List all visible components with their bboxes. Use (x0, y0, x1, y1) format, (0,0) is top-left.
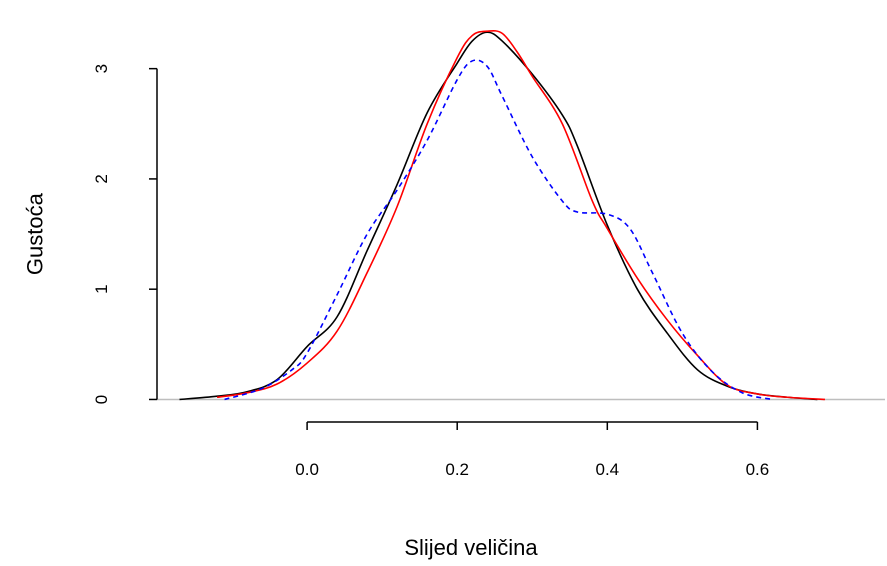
x-tick-label: 0.0 (295, 460, 319, 479)
y-tick-label: 2 (92, 174, 111, 183)
plot-lines (157, 29, 885, 401)
y-tick-label: 0 (92, 395, 111, 404)
x-axis-ticks: 0.0 0.2 0.4 0.6 (295, 422, 769, 479)
density-line-black (179, 31, 818, 401)
x-tick-label: 0.2 (445, 460, 469, 479)
density-line-blue (224, 59, 773, 401)
y-tick-label: 1 (92, 284, 111, 293)
y-axis-ticks: 0 1 2 3 (92, 64, 157, 404)
x-tick-label: 0.6 (746, 460, 770, 479)
x-axis-title: Slijed veličina (404, 535, 538, 560)
density-line-red (216, 29, 826, 401)
y-tick-label: 3 (92, 64, 111, 73)
y-axis-title: Gustoća (23, 192, 48, 275)
x-tick-label: 0.4 (595, 460, 619, 479)
